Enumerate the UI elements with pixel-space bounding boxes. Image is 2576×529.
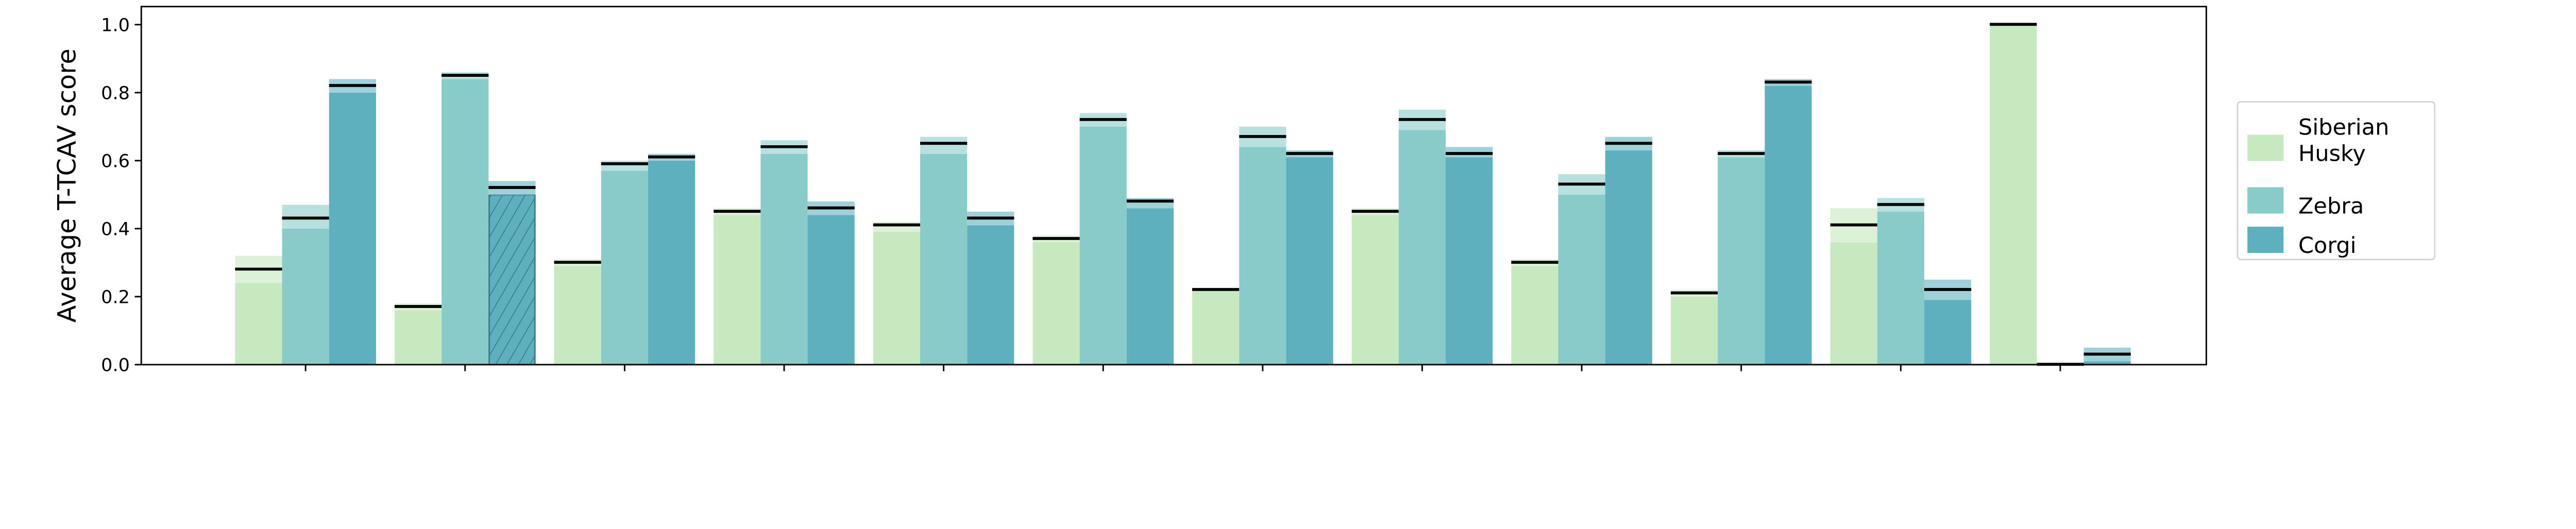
- bar-zebra: [601, 170, 648, 365]
- bar-corgi: [1605, 150, 1652, 365]
- bar-corgi: [1446, 157, 1493, 365]
- bar-siberian-husky: [1990, 24, 2037, 365]
- legend-label: Husky: [2298, 141, 2366, 166]
- y-tick-label: 0.8: [101, 83, 130, 104]
- bar-zebra: [1398, 130, 1446, 365]
- t-tcav-bar-chart: 0.00.20.40.60.81.0 Average T-TCAV score …: [52, 6, 2436, 376]
- bar-zebra: [1877, 211, 1924, 365]
- bar-siberian-husky: [714, 215, 761, 365]
- bar-corgi: [807, 215, 855, 365]
- bar-zebra: [442, 79, 489, 365]
- legend-label: Zebra: [2298, 194, 2364, 219]
- bar-siberian-husky: [394, 310, 442, 365]
- bar-siberian-husky: [1192, 289, 1240, 365]
- bar-zebra: [760, 153, 808, 365]
- legend-swatch: [2247, 187, 2284, 214]
- highlighted-bar-hatch: [488, 194, 536, 366]
- bar-corgi: [2083, 361, 2131, 365]
- bar-siberian-husky: [235, 283, 282, 365]
- y-tick-label: 0.4: [101, 219, 130, 240]
- confidence-band: [601, 160, 648, 171]
- bar-siberian-husky: [1032, 242, 1080, 365]
- bar-zebra: [920, 153, 968, 365]
- y-axis-label: Average T-TCAV score: [52, 48, 82, 322]
- legend-frame: [2236, 101, 2436, 261]
- bar-zebra: [1079, 126, 1127, 365]
- y-axis: 0.0 0.2 0.4 0.6 0.8 1.0: [101, 15, 142, 376]
- legend-swatch: [2247, 134, 2284, 161]
- bar-siberian-husky: [554, 266, 601, 365]
- bar-corgi: [1286, 157, 1333, 365]
- confidence-band: [920, 136, 968, 154]
- legend-label: Corgi: [2298, 233, 2357, 259]
- y-tick-label: 1.0: [101, 15, 130, 36]
- confidence-band: [1126, 198, 1174, 209]
- bar-corgi: [967, 225, 1014, 365]
- bar-siberian-husky: [1511, 266, 1558, 365]
- bar-corgi: [1765, 86, 1812, 365]
- bar-corgi: [1126, 208, 1174, 365]
- bar-corgi: [1924, 300, 1972, 365]
- bar-siberian-husky: [1351, 215, 1399, 365]
- bar-zebra: [1718, 157, 1765, 365]
- bar-zebra: [1239, 147, 1286, 365]
- bar-siberian-husky: [1830, 242, 1877, 365]
- bar-siberian-husky: [873, 232, 921, 365]
- x-axis: [304, 364, 2061, 371]
- legend-swatch: [2247, 227, 2284, 253]
- bar-zebra: [282, 228, 329, 365]
- bar-corgi: [648, 160, 696, 365]
- y-tick-label: 0.0: [101, 355, 130, 376]
- bar-siberian-husky: [1670, 296, 1718, 365]
- bar-corgi: [329, 92, 376, 365]
- confidence-band: [873, 221, 921, 232]
- bars-layer: [235, 23, 2131, 366]
- axes-frame: [140, 6, 2207, 366]
- y-tick-label: 0.2: [101, 287, 130, 308]
- y-tick-label: 0.6: [101, 151, 130, 172]
- bar-zebra: [1558, 194, 1605, 365]
- legend-label: Siberian: [2298, 114, 2389, 140]
